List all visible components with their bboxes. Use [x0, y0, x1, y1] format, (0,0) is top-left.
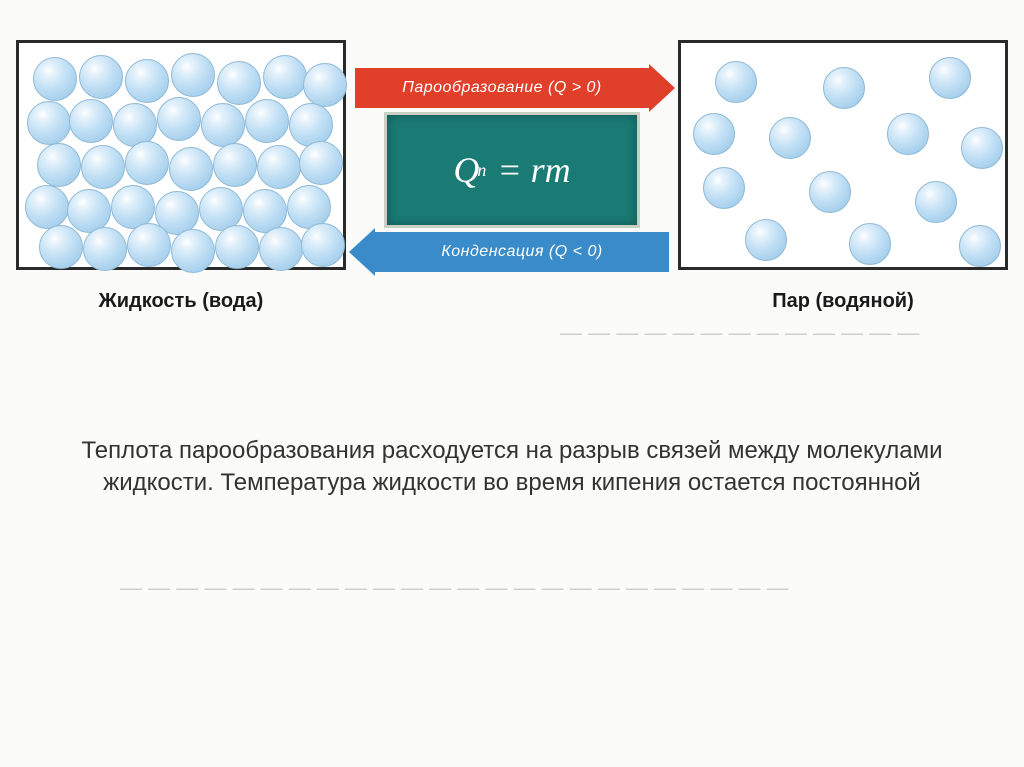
molecule-icon: [39, 225, 83, 269]
molecule-icon: [217, 61, 261, 105]
molecule-icon: [289, 103, 333, 147]
molecule-icon: [79, 55, 123, 99]
molecule-icon: [961, 127, 1003, 169]
molecule-icon: [823, 67, 865, 109]
molecule-icon: [301, 223, 345, 267]
molecule-icon: [83, 227, 127, 271]
molecule-icon: [745, 219, 787, 261]
arrow-head-right-icon: [649, 64, 675, 112]
molecule-icon: [27, 101, 71, 145]
molecule-icon: [929, 57, 971, 99]
molecule-icon: [915, 181, 957, 223]
ghost-line-2: — — — — — — — — — — — — — — — — — — — — …: [120, 575, 789, 601]
vaporization-arrow: Парообразование (Q > 0): [355, 68, 675, 108]
formula-box: Qп = rm: [384, 112, 640, 228]
molecule-icon: [213, 143, 257, 187]
formula-rhs: = rm: [497, 149, 570, 191]
formula-lhs: Q: [453, 149, 479, 191]
molecule-icon: [125, 141, 169, 185]
molecule-icon: [125, 59, 169, 103]
molecule-icon: [299, 141, 343, 185]
molecule-icon: [171, 53, 215, 97]
vapor-panel: [678, 40, 1008, 270]
molecule-icon: [769, 117, 811, 159]
molecule-icon: [245, 99, 289, 143]
molecule-icon: [201, 103, 245, 147]
molecule-icon: [693, 113, 735, 155]
molecule-icon: [127, 223, 171, 267]
condensation-arrow: Конденсация (Q < 0): [349, 232, 669, 272]
molecule-icon: [887, 113, 929, 155]
molecule-icon: [215, 225, 259, 269]
liquid-label: Жидкость (вода): [16, 290, 346, 330]
molecule-icon: [171, 229, 215, 273]
molecule-icon: [959, 225, 1001, 267]
molecule-icon: [849, 223, 891, 265]
condensation-arrow-label: Конденсация (Q < 0): [375, 232, 669, 272]
molecule-icon: [69, 99, 113, 143]
center-column: Парообразование (Q > 0) Qп = rm Конденса…: [346, 40, 678, 300]
molecule-icon: [303, 63, 347, 107]
molecule-icon: [703, 167, 745, 209]
molecule-icon: [81, 145, 125, 189]
arrow-head-left-icon: [349, 228, 375, 276]
molecule-icon: [809, 171, 851, 213]
labels-row: Жидкость (вода) Пар (водяной): [16, 290, 1008, 330]
molecule-icon: [257, 145, 301, 189]
formula-subscript: п: [477, 160, 486, 181]
molecule-icon: [37, 143, 81, 187]
molecule-icon: [157, 97, 201, 141]
molecule-icon: [259, 227, 303, 271]
caption-text: Теплота парообразования расходуется на р…: [60, 435, 964, 500]
liquid-panel: [16, 40, 346, 270]
molecule-icon: [169, 147, 213, 191]
diagram-row: Парообразование (Q > 0) Qп = rm Конденса…: [16, 40, 1008, 300]
vapor-label: Пар (водяной): [678, 290, 1008, 330]
page-root: — — — — — — — — — — — — — — — — — — — — …: [0, 0, 1024, 767]
molecule-icon: [25, 185, 69, 229]
molecule-icon: [715, 61, 757, 103]
molecule-icon: [263, 55, 307, 99]
molecule-icon: [33, 57, 77, 101]
vaporization-arrow-label: Парообразование (Q > 0): [355, 68, 649, 108]
